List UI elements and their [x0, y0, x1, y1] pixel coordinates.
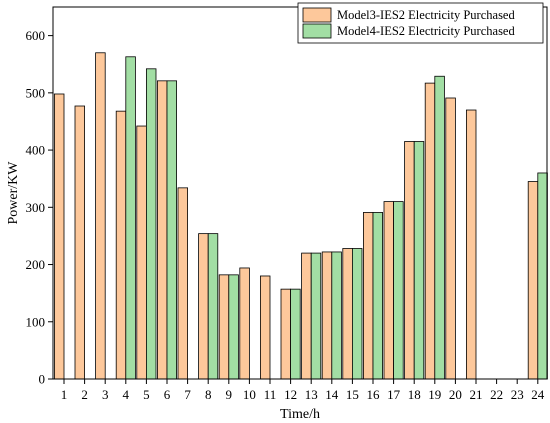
y-ticks: 0 100 200 300 400 500 600	[26, 28, 53, 387]
x-tick-label: 13	[305, 387, 318, 402]
legend-box	[297, 2, 544, 44]
x-tick-label: 17	[387, 387, 401, 402]
bar-series-2-hour-18	[413, 141, 425, 380]
bar-series-1-hour-24	[527, 181, 539, 380]
x-tick-label: 7	[184, 387, 191, 402]
bar-series-1-hour-17	[383, 201, 395, 380]
x-tick-label: 4	[123, 387, 130, 402]
bar-series-1-hour-12	[280, 288, 292, 380]
x-tick-label: 18	[408, 387, 421, 402]
legend-label-series-2: Model4-IES2 Electricity Purchased	[337, 24, 515, 38]
bar-series-2-hour-4	[125, 56, 136, 380]
y-tick-label: 400	[26, 143, 46, 158]
bar-series-1-hour-7	[177, 187, 189, 380]
bar-series-1-hour-15	[342, 248, 353, 380]
bar-series-2-hour-8	[207, 233, 219, 380]
bar-series-1-hour-16	[362, 212, 374, 380]
legend-label-series-1: Model3-IES2 Electricity Purchased	[337, 8, 515, 22]
x-tick-label: 8	[205, 387, 212, 402]
x-tick-label: 24	[531, 387, 545, 402]
bar-series-1-hour-10	[239, 267, 250, 380]
bar-series-1-hour-4	[115, 110, 127, 380]
bar-series-2-hour-17	[393, 201, 404, 380]
y-tick-label: 0	[39, 372, 46, 387]
bar-series-1-hour-18	[404, 141, 415, 380]
x-tick-label: 1	[61, 387, 68, 402]
x-axis-label: Time/h	[280, 407, 320, 422]
x-tick-label: 21	[470, 387, 483, 402]
x-tick-label: 20	[449, 387, 462, 402]
x-tick-label: 15	[346, 387, 359, 402]
bar-series-2-hour-6	[166, 80, 178, 380]
x-tick-label: 10	[243, 387, 256, 402]
x-tick-label: 6	[164, 387, 171, 402]
y-tick-label: 300	[26, 200, 46, 215]
legend: Model3-IES2 Electricity Purchased Model4…	[297, 2, 544, 44]
bar-series-1-hour-3	[95, 52, 106, 380]
bar-series-1-hour-20	[445, 97, 456, 380]
y-axis-label: Power/KW	[6, 161, 21, 225]
bar-series-2-hour-15	[351, 248, 363, 380]
x-tick-label: 5	[143, 387, 150, 402]
bar-series-1-hour-14	[321, 251, 333, 380]
bars-group	[54, 52, 548, 380]
y-tick-label: 500	[26, 85, 46, 100]
bar-series-2-hour-16	[372, 212, 384, 380]
x-tick-label: 22	[490, 387, 503, 402]
legend-swatch-series-1	[302, 7, 332, 23]
bar-series-1-hour-8	[198, 233, 209, 380]
bar-series-2-hour-12	[290, 288, 301, 380]
y-tick-label: 600	[26, 28, 46, 43]
y-tick-label: 100	[26, 314, 46, 329]
bar-series-1-hour-6	[156, 80, 168, 380]
x-tick-label: 16	[367, 387, 381, 402]
bar-series-2-hour-24	[537, 172, 548, 380]
x-tick-label: 12	[284, 387, 297, 402]
bar-series-1-hour-1	[54, 93, 65, 380]
bar-series-1-hour-11	[259, 275, 271, 380]
bar-series-1-hour-19	[424, 82, 436, 380]
x-tick-label: 19	[428, 387, 441, 402]
x-ticks: 1 2 3 4 5 6 7 8 9 10 11 12 13 14 15 16 17 18 19 20 21 22 23 24	[61, 379, 545, 402]
legend-swatch-series-2	[302, 23, 332, 39]
x-tick-label: 2	[81, 387, 88, 402]
x-tick-label: 11	[264, 387, 277, 402]
bar-series-2-hour-14	[331, 251, 342, 380]
bar-series-1-hour-2	[74, 105, 86, 380]
x-tick-label: 23	[511, 387, 524, 402]
x-tick-label: 9	[226, 387, 233, 402]
bar-series-1-hour-5	[136, 125, 147, 380]
bar-series-2-hour-13	[310, 252, 322, 380]
bar-series-2-hour-9	[228, 274, 239, 380]
bar-series-1-hour-13	[301, 252, 312, 380]
bar-series-2-hour-19	[434, 75, 445, 380]
bar-series-1-hour-9	[218, 274, 230, 380]
bar-series-2-hour-5	[145, 68, 157, 380]
x-tick-label: 14	[325, 387, 339, 402]
bar-series-1-hour-21	[465, 109, 477, 380]
x-tick-label: 3	[102, 387, 109, 402]
y-tick-label: 200	[26, 257, 46, 272]
